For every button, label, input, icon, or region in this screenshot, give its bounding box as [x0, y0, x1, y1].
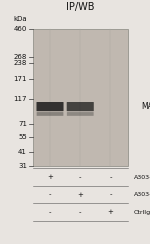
Text: 71: 71: [18, 121, 27, 127]
Text: 41: 41: [18, 149, 27, 155]
Text: 268: 268: [14, 54, 27, 60]
Text: -: -: [79, 174, 81, 180]
Text: A303-961A: A303-961A: [134, 192, 150, 197]
Text: 117: 117: [14, 96, 27, 102]
Text: CtrlIgG: CtrlIgG: [134, 210, 150, 215]
Text: -: -: [109, 192, 112, 198]
Text: -: -: [79, 209, 81, 215]
Text: +: +: [77, 192, 83, 198]
Text: -: -: [109, 174, 112, 180]
Text: 171: 171: [14, 76, 27, 82]
Text: 238: 238: [14, 60, 27, 66]
Text: +: +: [47, 174, 53, 180]
Text: 55: 55: [18, 134, 27, 140]
Text: +: +: [108, 209, 113, 215]
Text: 460: 460: [14, 26, 27, 32]
Text: -: -: [49, 192, 51, 198]
Text: A303-960A: A303-960A: [134, 175, 150, 180]
Text: MARS: MARS: [141, 102, 150, 111]
Text: IP/WB: IP/WB: [66, 2, 94, 12]
Text: 31: 31: [18, 163, 27, 169]
Text: -: -: [49, 209, 51, 215]
Text: kDa: kDa: [13, 16, 27, 22]
